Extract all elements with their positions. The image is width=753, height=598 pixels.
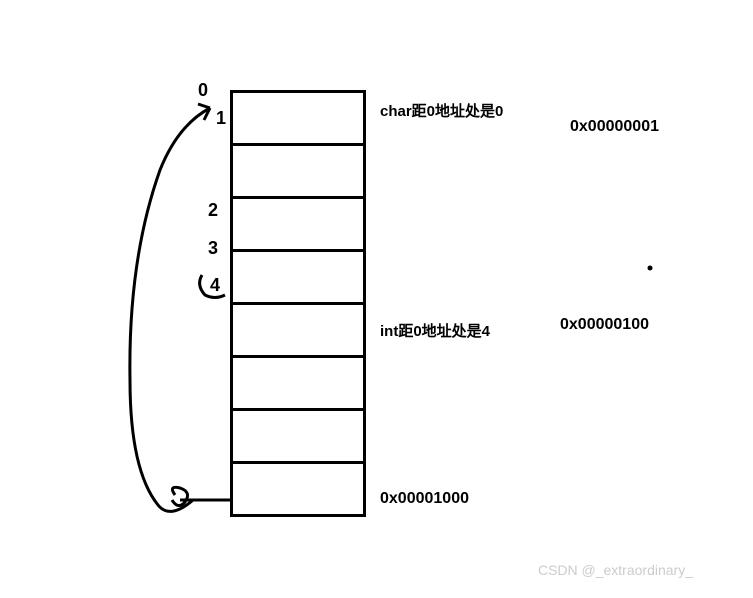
index-label-4: 4: [210, 275, 220, 296]
cell-2: [233, 199, 363, 252]
address-2: 0x00001000: [380, 490, 469, 508]
cell-1: [233, 146, 363, 199]
index-label-2: 2: [208, 200, 218, 221]
index-label-1: 1: [216, 108, 226, 129]
arrow-overlay: [0, 0, 753, 598]
address-1: 0x00000100: [560, 316, 649, 334]
note-int: int距0地址处是4: [380, 320, 490, 341]
cell-4: [233, 305, 363, 358]
address-0: 0x00000001: [570, 118, 659, 136]
cell-7: [233, 464, 363, 517]
note-char: char距0地址处是0: [380, 100, 503, 121]
cell-3: [233, 252, 363, 305]
memory-column: [230, 90, 366, 517]
cell-0: [233, 93, 363, 146]
index-label-0: 0: [198, 80, 208, 101]
cell-5: [233, 358, 363, 411]
cell-6: [233, 411, 363, 464]
index-label-3: 3: [208, 238, 218, 259]
watermark: CSDN @_extraordinary_: [538, 562, 693, 578]
